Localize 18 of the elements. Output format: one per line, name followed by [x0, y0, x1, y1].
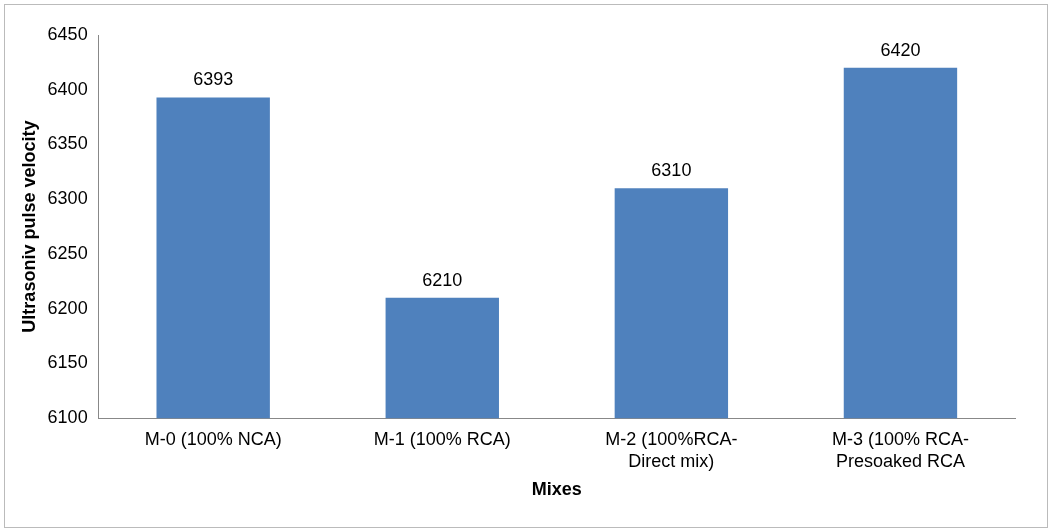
y-tick-label: 6250 — [47, 242, 88, 263]
y-tick-label: 6100 — [47, 407, 88, 428]
data-label: 6393 — [193, 69, 234, 90]
x-tick-label: M-2 (100%RCA- Direct mix) — [605, 428, 738, 471]
data-label: 6310 — [651, 160, 692, 181]
x-axis-title: Mixes — [531, 479, 582, 500]
data-label: 6420 — [880, 39, 921, 60]
y-tick-label: 6450 — [47, 23, 88, 44]
y-axis-title: Ultrasoniv pulse velocity — [18, 120, 39, 333]
y-tick-label: 6400 — [47, 78, 88, 99]
y-tick-label: 6150 — [47, 352, 88, 373]
y-tick-label: 6300 — [47, 188, 88, 209]
x-tick-label: M-0 (100% NCA) — [144, 428, 282, 449]
x-tick-label: M-1 (100% RCA) — [373, 428, 511, 449]
y-tick-label: 6200 — [47, 297, 88, 318]
x-tick-label: M-3 (100% RCA- Presoaked RCA — [831, 428, 969, 471]
y-tick-label: 6350 — [47, 133, 88, 154]
data-label: 6210 — [422, 269, 463, 290]
